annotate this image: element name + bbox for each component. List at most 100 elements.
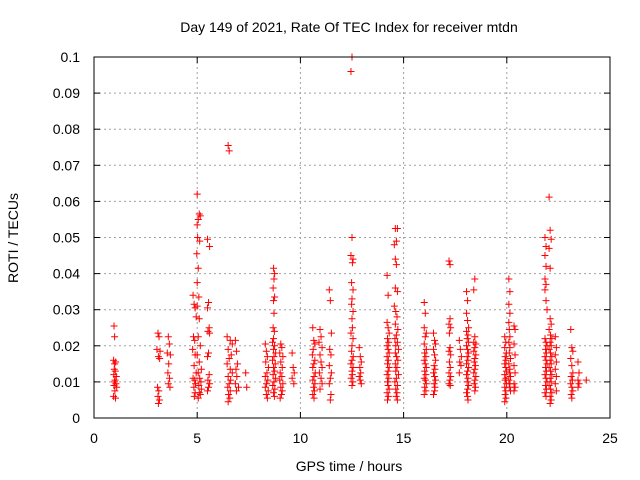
data-point — [463, 288, 471, 296]
y-tick-label: 0.05 — [53, 230, 80, 246]
data-point — [505, 376, 513, 384]
data-point — [206, 329, 214, 337]
data-point — [279, 353, 287, 361]
data-point — [193, 279, 201, 287]
data-point — [464, 396, 472, 404]
data-point — [225, 147, 233, 155]
data-point — [446, 363, 454, 371]
data-point — [310, 387, 318, 395]
data-point — [510, 322, 518, 330]
data-point — [385, 363, 393, 371]
x-tick-label: 5 — [193, 430, 201, 446]
data-point — [276, 369, 284, 377]
data-point — [445, 320, 453, 328]
data-point — [326, 345, 334, 353]
data-point — [471, 365, 479, 373]
data-point — [432, 376, 440, 384]
y-tick-label: 0.02 — [53, 338, 80, 354]
data-point — [546, 226, 554, 234]
data-point — [226, 394, 234, 402]
data-point — [548, 353, 556, 361]
data-point — [197, 385, 205, 393]
data-point — [348, 315, 356, 323]
data-point — [421, 360, 429, 368]
data-point — [463, 309, 471, 317]
y-tick-label: 0.01 — [53, 374, 80, 390]
data-point — [385, 374, 393, 382]
data-point — [224, 372, 232, 380]
data-point — [420, 374, 428, 382]
data-point — [510, 340, 518, 348]
data-point — [567, 354, 575, 362]
data-point — [277, 383, 285, 391]
data-point — [464, 374, 472, 382]
data-point — [502, 367, 510, 375]
data-point — [194, 264, 202, 272]
data-point — [394, 345, 402, 353]
data-point — [422, 380, 430, 388]
data-point — [393, 389, 401, 397]
data-point — [278, 387, 286, 395]
data-point — [430, 345, 438, 353]
data-point — [547, 342, 555, 350]
data-point — [446, 382, 454, 390]
data-point — [463, 342, 471, 350]
data-point — [471, 362, 479, 370]
data-point — [223, 333, 231, 341]
data-point — [431, 336, 439, 344]
data-point — [464, 385, 472, 393]
data-point — [166, 383, 174, 391]
data-point — [233, 360, 241, 368]
data-point — [420, 356, 428, 364]
data-point — [357, 358, 365, 366]
x-tick-label: 10 — [293, 430, 309, 446]
data-point — [541, 353, 549, 361]
data-point — [155, 387, 163, 395]
data-point — [196, 391, 204, 399]
data-point — [189, 374, 197, 382]
data-point — [430, 380, 438, 388]
data-point — [569, 387, 577, 395]
data-point — [225, 380, 233, 388]
data-point — [545, 326, 553, 334]
data-point — [349, 335, 357, 343]
data-point — [502, 394, 510, 402]
data-point — [552, 344, 560, 352]
y-tick-label: 0.1 — [61, 49, 81, 65]
data-point — [271, 367, 279, 375]
data-point — [195, 382, 203, 390]
data-point — [326, 396, 334, 404]
data-point — [432, 356, 440, 364]
data-point — [464, 317, 472, 325]
data-point — [547, 378, 555, 386]
data-point — [391, 320, 399, 328]
data-point — [325, 362, 333, 370]
data-point — [511, 383, 519, 391]
data-point — [224, 398, 232, 406]
data-point — [347, 329, 355, 337]
data-point — [472, 372, 480, 380]
data-point — [541, 252, 549, 260]
data-point — [384, 360, 391, 368]
data-point — [385, 338, 393, 346]
data-point — [349, 353, 357, 361]
data-point — [574, 383, 582, 391]
data-point — [195, 210, 203, 218]
data-point — [501, 398, 509, 406]
data-point — [111, 387, 119, 395]
data-point — [505, 275, 513, 283]
data-point — [463, 389, 471, 397]
x-tick-labels: 0 5 10 15 20 25 — [90, 430, 618, 446]
data-point — [548, 371, 556, 379]
data-point — [270, 353, 278, 361]
data-point — [196, 212, 204, 220]
data-point — [195, 389, 203, 397]
data-points — [110, 53, 590, 408]
data-point — [545, 193, 553, 201]
data-point — [279, 380, 287, 388]
data-point — [552, 387, 560, 395]
data-point — [541, 335, 549, 343]
data-point — [446, 261, 454, 269]
data-point — [569, 347, 577, 355]
